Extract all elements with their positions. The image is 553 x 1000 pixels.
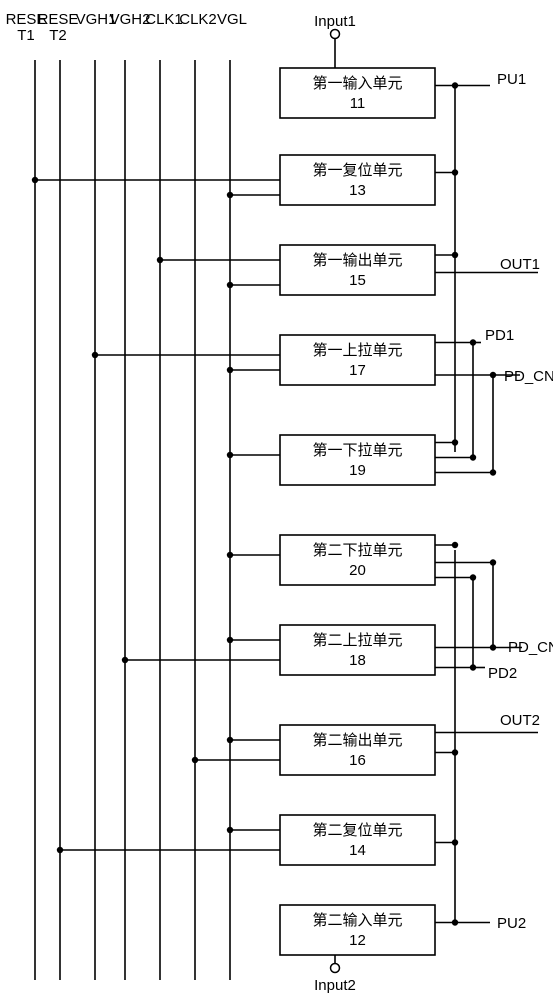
block-num: 16 [349, 752, 366, 769]
block-num: 19 [349, 462, 366, 479]
block-num: 15 [349, 272, 366, 289]
block-num: 20 [349, 562, 366, 579]
input1-label: Input1 [314, 13, 356, 30]
rail-label: CLK2 [179, 11, 217, 28]
block-num: 17 [349, 362, 366, 379]
pu1-label: PU1 [497, 71, 526, 88]
rail-label: T1 [17, 27, 35, 44]
block-num: 13 [349, 182, 366, 199]
block-title: 第二下拉单元 [312, 541, 402, 559]
out1-label: OUT1 [500, 256, 540, 273]
pdcn2-label: PD_CN2 [508, 639, 553, 656]
out2-label: OUT2 [500, 712, 540, 729]
rail-label: CLK1 [145, 11, 183, 28]
block-title: 第一上拉单元 [312, 341, 402, 359]
input2-label: Input2 [314, 977, 356, 994]
pd1-label: PD1 [485, 327, 514, 344]
block-title: 第一输入单元 [312, 74, 402, 92]
block-title: 第二输出单元 [312, 731, 402, 749]
block-title: 第一下拉单元 [312, 441, 402, 459]
block-title: 第一输出单元 [312, 251, 402, 269]
rail-label: T2 [49, 27, 67, 44]
block-title: 第一复位单元 [312, 161, 402, 179]
pd2-label: PD2 [488, 665, 517, 682]
block-num: 18 [349, 652, 366, 669]
pdcn1-label: PD_CN1 [504, 368, 553, 385]
rail-label: VGL [217, 11, 247, 28]
block-num: 12 [349, 932, 366, 949]
block-title: 第二输入单元 [312, 911, 402, 929]
rail-label: RESE [38, 11, 79, 28]
block-num: 11 [350, 95, 366, 112]
block-title: 第二复位单元 [312, 821, 402, 839]
pu2-label: PU2 [497, 915, 526, 932]
block-num: 14 [349, 842, 366, 859]
block-title: 第二上拉单元 [312, 631, 402, 649]
